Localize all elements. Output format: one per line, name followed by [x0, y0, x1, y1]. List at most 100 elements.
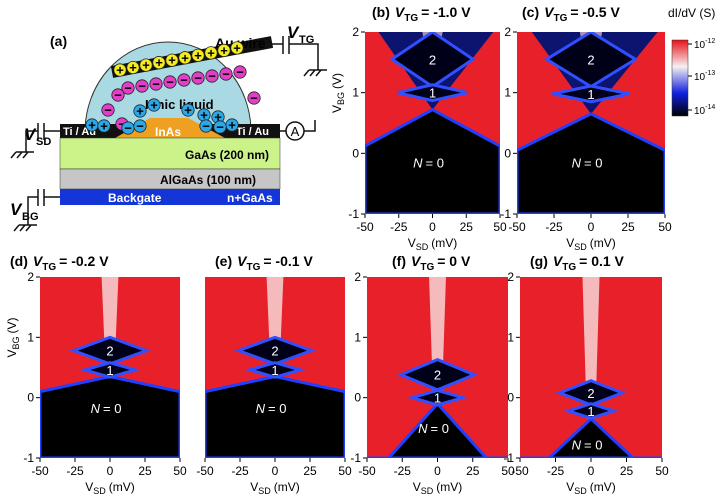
ion-sign: −	[114, 88, 122, 103]
region-label: 1	[587, 404, 594, 419]
n-gaas-label: n+GaAs	[227, 191, 273, 205]
ion	[191, 48, 205, 62]
coulomb-diamond	[389, 32, 476, 89]
coulomb-diamond	[396, 358, 479, 392]
panel-title-part: V	[544, 4, 555, 20]
x-tick-label: 25	[466, 464, 480, 478]
blockade-region	[517, 112, 665, 214]
blockade-region	[205, 375, 345, 458]
ion	[233, 65, 247, 79]
axis-label-part: (V)	[330, 73, 344, 89]
axis-label-part: SD	[93, 486, 106, 495]
x-tick-label: 25	[303, 464, 317, 478]
x-tick-label: 50	[173, 464, 187, 478]
ion-sign: −	[166, 75, 174, 90]
axis-label-part: SD	[258, 486, 271, 495]
x-tick-label: -50	[356, 220, 374, 234]
vbg-symbol: V	[10, 200, 23, 219]
ion	[139, 58, 153, 72]
ion-sign: −	[152, 77, 160, 92]
x-tick-label: -25	[390, 220, 408, 234]
panel-title-part: TG	[420, 262, 434, 273]
region-label: N	[256, 401, 266, 416]
blockade-region	[365, 107, 500, 214]
y-tick-label: 2	[354, 270, 361, 284]
ion	[177, 73, 191, 87]
axis-label-part: SD	[574, 242, 587, 252]
x-tick-label: -50	[358, 464, 376, 478]
region-label: 2	[587, 52, 594, 67]
tick-label-part: -12	[705, 38, 715, 45]
axis-label-part: (mV)	[590, 480, 616, 494]
ion	[149, 77, 163, 91]
algaas-label: AlGaAs (100 nm)	[160, 173, 256, 187]
y-tick-label: 0	[504, 146, 511, 160]
x-axis-label: VSD (mV)	[413, 480, 463, 495]
x-tick-label: 50	[658, 220, 672, 234]
x-tick-label: 0	[107, 464, 114, 478]
region-label: 2	[434, 368, 441, 383]
ion	[205, 69, 219, 83]
y-tick-label: -1	[500, 207, 511, 221]
ion-sign: −	[124, 121, 132, 136]
y-tick-label: 1	[352, 86, 359, 100]
x-tick-label: -50	[31, 464, 49, 478]
y-tick-label: 2	[507, 270, 514, 284]
x-axis-label: VSD (mV)	[566, 480, 616, 495]
ion-sign: +	[155, 55, 163, 70]
panel-title-part: TG	[246, 262, 260, 273]
panel-title-part: TG	[553, 13, 567, 24]
axis-label-part: (mV)	[431, 236, 457, 250]
heatmap-panel	[205, 277, 345, 458]
region-label: 1	[587, 87, 594, 102]
axis-label-part: V	[250, 480, 258, 494]
x-axis-label: VSD (mV)	[85, 480, 135, 495]
region-label: 1	[271, 363, 278, 378]
backgate-label: Backgate	[108, 191, 162, 205]
y-tick-label: 2	[352, 25, 359, 39]
heatmap-panel	[365, 32, 500, 214]
panel-title-part: = -0.5 V	[570, 4, 620, 20]
ion-sign: +	[129, 60, 137, 75]
axis-label-part: V	[330, 105, 344, 113]
x-axis-label: VSD (mV)	[408, 236, 458, 252]
ion-sign: −	[236, 65, 244, 80]
x-tick-label: -25	[66, 464, 84, 478]
panel-title-part: = -0.2 V	[59, 253, 109, 269]
x-tick-label: -25	[547, 464, 565, 478]
panel-title-part: TG	[404, 13, 418, 24]
schematic: (a) Au wire V TG Ionic liquid Ti / Au Ti…	[10, 23, 327, 232]
colorbar-tick-label: 10-14	[694, 104, 715, 117]
y-tick-label: -1	[348, 207, 359, 221]
ion-sign: +	[100, 119, 108, 134]
y-tick-label: 0	[507, 391, 514, 405]
heatmap-panel	[367, 277, 508, 458]
panel-title-part: V	[411, 253, 422, 269]
panel-title-part: (f)	[392, 253, 406, 269]
y-tick-label: -1	[350, 451, 361, 465]
ion	[230, 41, 244, 55]
x-tick-label: -25	[231, 464, 249, 478]
y-tick-label: 0	[27, 391, 34, 405]
ion	[133, 104, 147, 118]
ion-sign: +	[150, 98, 158, 113]
ion-sign: −	[222, 67, 230, 82]
ion	[204, 46, 218, 60]
colorbar-title: dI/dV (S)	[668, 6, 715, 20]
x-tick-label: -50	[511, 464, 529, 478]
ion	[135, 79, 149, 93]
y-tick-label: -1	[23, 451, 34, 465]
axis-label-part: SD	[421, 486, 434, 495]
region-label: 2	[587, 386, 594, 401]
ion-sign: −	[104, 103, 112, 118]
ion	[191, 71, 205, 85]
region-label: = 0	[431, 421, 449, 436]
panel-title: (c) VTG = -0.5 V	[522, 4, 620, 24]
region-label: N	[572, 155, 582, 170]
blockade-region	[40, 375, 180, 458]
ion	[165, 53, 179, 67]
axis-label-part: (mV)	[436, 480, 462, 494]
panel-title-part: (d)	[10, 253, 28, 269]
axis-label-part: (mV)	[590, 236, 616, 250]
panel-title-part: (b)	[372, 4, 390, 20]
